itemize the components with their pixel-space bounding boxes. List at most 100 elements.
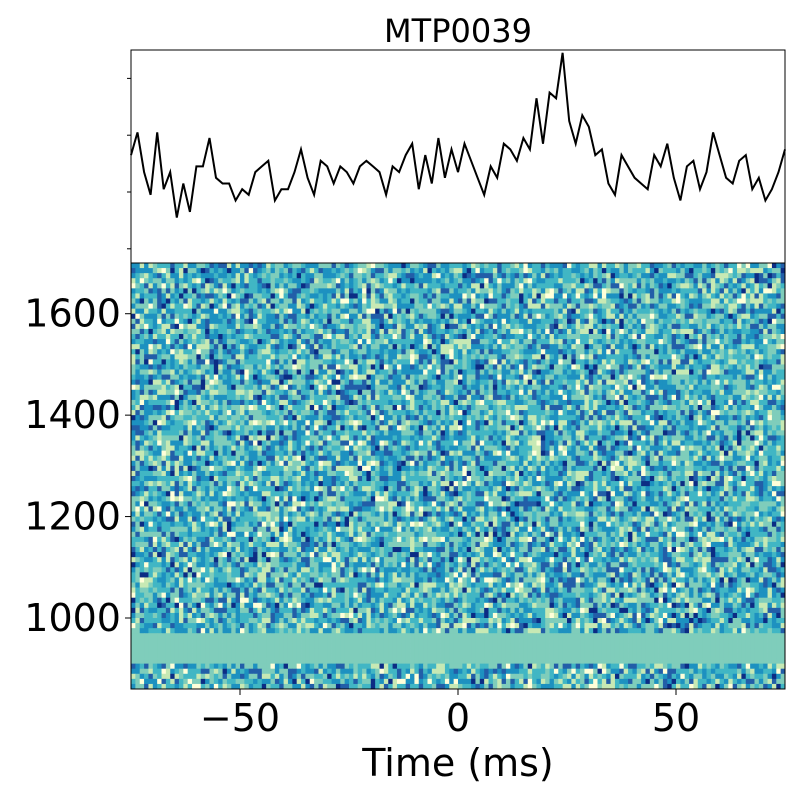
heatmap-cell bbox=[636, 293, 642, 299]
heatmap-cell bbox=[575, 318, 581, 325]
heatmap-cell bbox=[401, 339, 407, 345]
heatmap-cell bbox=[144, 405, 149, 411]
heatmap-cell bbox=[327, 405, 332, 411]
heatmap-cell bbox=[192, 359, 197, 365]
heatmap-cell bbox=[349, 349, 354, 355]
heatmap-cell bbox=[349, 425, 354, 431]
heatmap-cell bbox=[165, 384, 171, 391]
heatmap-cell bbox=[305, 369, 311, 375]
heatmap-cell bbox=[248, 313, 254, 320]
heatmap-cell bbox=[200, 415, 206, 421]
heatmap-cell bbox=[545, 410, 550, 416]
heatmap-cell bbox=[235, 323, 241, 330]
heatmap-cell bbox=[209, 263, 215, 269]
heatmap-cell bbox=[758, 298, 764, 304]
heatmap-cell bbox=[196, 288, 202, 294]
heatmap-cell bbox=[335, 410, 341, 416]
heatmap-cell bbox=[405, 308, 411, 315]
heatmap-cell bbox=[131, 399, 136, 406]
heatmap-cell bbox=[209, 425, 215, 431]
heatmap-cell bbox=[684, 303, 690, 310]
heatmap-cell bbox=[196, 384, 202, 391]
heatmap-cell bbox=[431, 268, 437, 274]
heatmap-cell bbox=[266, 384, 271, 391]
heatmap-cell bbox=[497, 303, 502, 310]
heatmap-cell bbox=[636, 273, 642, 279]
heatmap-cell bbox=[292, 349, 298, 355]
heatmap-cell bbox=[619, 394, 625, 401]
heatmap-cell bbox=[676, 298, 681, 304]
heatmap-cell bbox=[553, 415, 559, 421]
heatmap-cell bbox=[436, 349, 441, 355]
heatmap-cell bbox=[375, 313, 380, 320]
heatmap-cell bbox=[279, 323, 284, 330]
heatmap-cell bbox=[741, 318, 747, 325]
heatmap-cell bbox=[170, 323, 175, 330]
heatmap-cell bbox=[501, 410, 507, 416]
heatmap-cell bbox=[654, 405, 659, 411]
heatmap-cell bbox=[623, 394, 629, 401]
heatmap-cell bbox=[322, 425, 328, 431]
heatmap-cell bbox=[253, 263, 258, 269]
heatmap-cell bbox=[601, 293, 607, 299]
heatmap-cell bbox=[157, 288, 162, 294]
heatmap-cell bbox=[593, 394, 598, 401]
heatmap-cell bbox=[606, 410, 611, 416]
heatmap-cell bbox=[240, 283, 245, 289]
heatmap-cell bbox=[279, 389, 284, 396]
heatmap-cell bbox=[567, 379, 572, 386]
heatmap-cell bbox=[213, 344, 219, 350]
heatmap-cell bbox=[614, 339, 620, 345]
heatmap-cell bbox=[444, 334, 450, 340]
heatmap-cell bbox=[192, 278, 197, 284]
heatmap-cell bbox=[584, 374, 590, 381]
heatmap-cell bbox=[253, 415, 258, 421]
heatmap-cell bbox=[776, 303, 782, 310]
heatmap-cell bbox=[693, 415, 699, 421]
heatmap-cell bbox=[575, 313, 581, 320]
heatmap-cell bbox=[287, 339, 293, 345]
heatmap-cell bbox=[240, 328, 245, 335]
heatmap-cell bbox=[296, 323, 302, 330]
heatmap-cell bbox=[331, 420, 337, 426]
heatmap-cell bbox=[488, 278, 494, 284]
heatmap-cell bbox=[680, 273, 686, 279]
heatmap-cell bbox=[536, 415, 542, 421]
heatmap-cell bbox=[671, 415, 677, 421]
heatmap-cell bbox=[488, 313, 494, 320]
heatmap-cell bbox=[174, 328, 180, 335]
heatmap-cell bbox=[479, 405, 485, 411]
heatmap-cell bbox=[331, 344, 337, 350]
heatmap-cell bbox=[510, 405, 516, 411]
heatmap-cell bbox=[165, 349, 171, 355]
heatmap-cell bbox=[545, 303, 550, 310]
heatmap-cell bbox=[571, 399, 577, 406]
heatmap-cell bbox=[357, 268, 363, 274]
heatmap-cell bbox=[628, 298, 633, 304]
heatmap-cell bbox=[632, 344, 638, 350]
heatmap-cell bbox=[296, 364, 302, 370]
heatmap-cell bbox=[632, 293, 638, 299]
heatmap-cell bbox=[192, 354, 197, 360]
heatmap-cell bbox=[431, 410, 437, 416]
heatmap-cell bbox=[745, 359, 751, 365]
heatmap-cell bbox=[719, 399, 725, 406]
heatmap-cell bbox=[392, 263, 398, 269]
heatmap-cell bbox=[780, 389, 786, 396]
heatmap-cell bbox=[314, 394, 319, 401]
heatmap-cell bbox=[676, 410, 681, 416]
heatmap-cell bbox=[723, 394, 729, 401]
heatmap-cell bbox=[139, 359, 145, 365]
heatmap-cell bbox=[287, 313, 293, 320]
heatmap-cell bbox=[257, 364, 263, 370]
heatmap-cell bbox=[335, 323, 341, 330]
heatmap-cell bbox=[370, 308, 376, 315]
heatmap-cell bbox=[728, 344, 734, 350]
heatmap-cell bbox=[706, 344, 712, 350]
heatmap-cell bbox=[305, 394, 311, 401]
heatmap-cell bbox=[353, 283, 359, 289]
heatmap-cell bbox=[702, 374, 707, 381]
heatmap-cell bbox=[283, 399, 289, 406]
heatmap-cell bbox=[240, 273, 245, 279]
heatmap-cell bbox=[758, 415, 764, 421]
